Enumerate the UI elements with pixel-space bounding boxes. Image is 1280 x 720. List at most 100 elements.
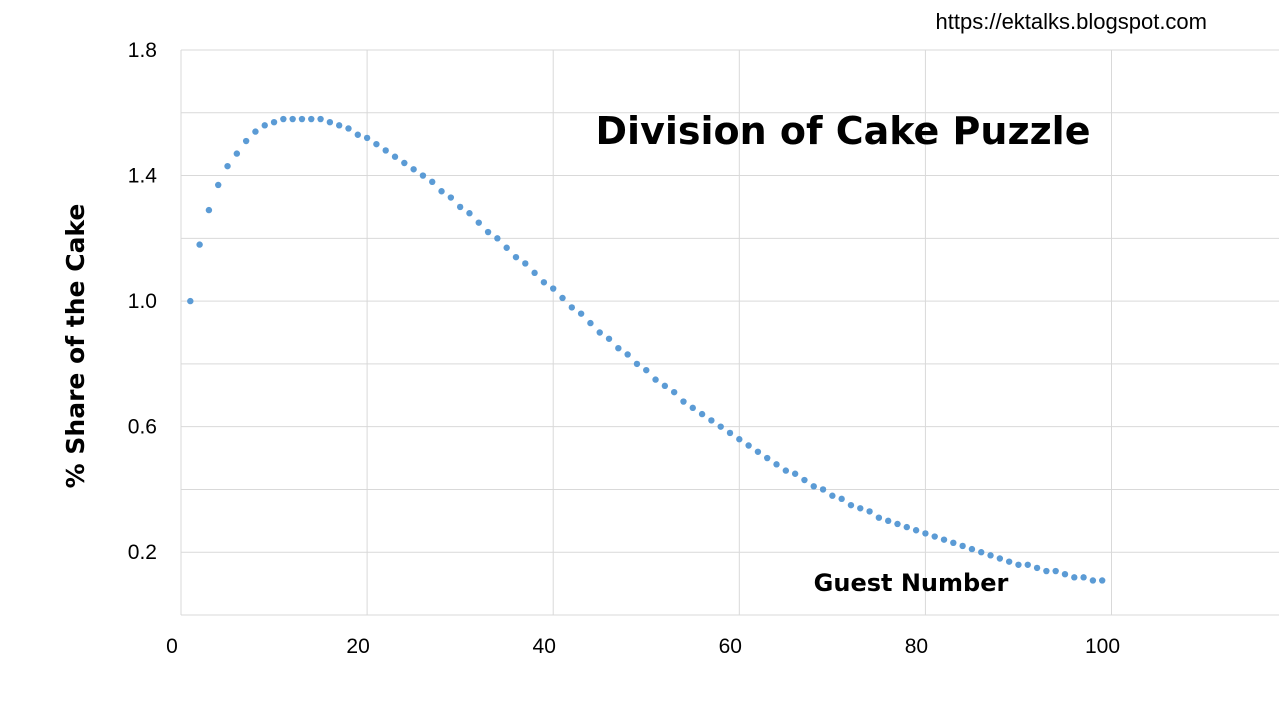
data-point — [698, 410, 706, 418]
data-point — [903, 523, 910, 531]
data-point — [829, 492, 836, 499]
data-point — [652, 376, 659, 383]
data-point — [884, 517, 892, 525]
data-point — [931, 533, 938, 540]
data-point — [550, 285, 557, 292]
data-point — [401, 159, 408, 167]
data-point — [577, 310, 585, 317]
data-point — [280, 115, 287, 123]
x-tick-label: 80 — [905, 635, 928, 658]
data-point — [1089, 577, 1097, 584]
x-tick-label: 100 — [1085, 635, 1120, 658]
data-point — [1033, 564, 1041, 572]
tick-labels: 0.2 0.6 1.0 1.4 1.8 0 20 40 60 80 100 — [128, 39, 1120, 658]
data-point — [745, 442, 752, 449]
data-point — [345, 125, 352, 132]
y-axis-label: % Share of the Cake — [61, 204, 90, 489]
data-point — [875, 514, 883, 521]
data-point — [429, 178, 436, 186]
data-point — [540, 279, 548, 286]
data-point — [596, 329, 603, 336]
x-tick-label: 0 — [166, 635, 178, 658]
data-point — [410, 166, 417, 173]
data-point — [233, 150, 241, 157]
data-point — [484, 228, 492, 236]
data-point — [643, 366, 650, 374]
data-point — [205, 206, 213, 214]
y-tick-label: 0.2 — [128, 541, 157, 564]
data-point — [866, 508, 873, 515]
data-point — [670, 388, 678, 396]
data-point — [326, 118, 334, 126]
data-point — [1061, 570, 1069, 578]
axes — [180, 50, 1279, 616]
data-point — [466, 210, 473, 217]
data-point — [317, 115, 324, 123]
data-point — [987, 552, 994, 559]
data-point — [215, 181, 222, 189]
data-point — [1024, 561, 1031, 568]
y-tick-label: 0.6 — [128, 416, 157, 439]
x-tick-label: 20 — [346, 635, 369, 658]
data-point — [782, 467, 790, 474]
data-point — [801, 476, 808, 484]
data-point — [680, 398, 687, 405]
data-point — [624, 351, 631, 358]
data-point — [847, 501, 855, 509]
data-point — [1052, 567, 1059, 575]
data-point — [1043, 567, 1050, 575]
y-tick-label: 1.0 — [128, 290, 157, 313]
data-point — [940, 536, 948, 543]
data-point — [764, 454, 771, 462]
data-point — [615, 344, 622, 352]
y-tick-label: 1.8 — [128, 39, 157, 62]
data-point — [726, 429, 734, 437]
data-point — [1005, 558, 1013, 565]
data-point — [968, 545, 976, 553]
chart-title: Division of Cake Puzzle — [596, 109, 1091, 153]
data-point — [912, 527, 920, 534]
data-point — [354, 131, 361, 138]
data-point — [736, 436, 743, 443]
data-point — [335, 122, 343, 129]
data-point — [196, 241, 203, 248]
data-point — [959, 542, 966, 550]
data-point — [531, 269, 538, 277]
data-point — [587, 319, 594, 327]
data-point — [308, 115, 315, 123]
data-point — [242, 137, 250, 145]
data-point — [950, 539, 957, 547]
data-point — [298, 115, 306, 123]
data-point — [419, 172, 427, 179]
data-point — [559, 294, 566, 302]
data-point — [1099, 577, 1106, 584]
data-point — [996, 555, 1004, 562]
data-point — [438, 188, 445, 195]
data-point — [857, 505, 864, 512]
data-point — [512, 253, 520, 261]
data-point — [568, 304, 576, 311]
data-point — [773, 461, 780, 468]
data-point — [475, 219, 482, 226]
data-point — [717, 423, 724, 430]
data-points — [187, 115, 1106, 584]
x-tick-label: 60 — [719, 635, 742, 658]
data-point — [689, 404, 696, 412]
data-point — [633, 360, 641, 368]
data-point — [838, 495, 845, 503]
data-point — [810, 483, 817, 490]
data-point — [447, 194, 455, 201]
data-point — [754, 448, 762, 455]
data-point — [289, 115, 296, 123]
data-point — [363, 134, 371, 142]
data-point — [456, 203, 464, 211]
data-point — [391, 153, 399, 160]
data-point — [1080, 574, 1087, 581]
data-point — [605, 335, 613, 342]
data-point — [224, 162, 231, 170]
data-point — [978, 549, 985, 556]
x-tick-label: 40 — [533, 635, 556, 658]
data-point — [373, 140, 380, 148]
data-point — [522, 260, 529, 267]
data-point — [187, 297, 194, 305]
